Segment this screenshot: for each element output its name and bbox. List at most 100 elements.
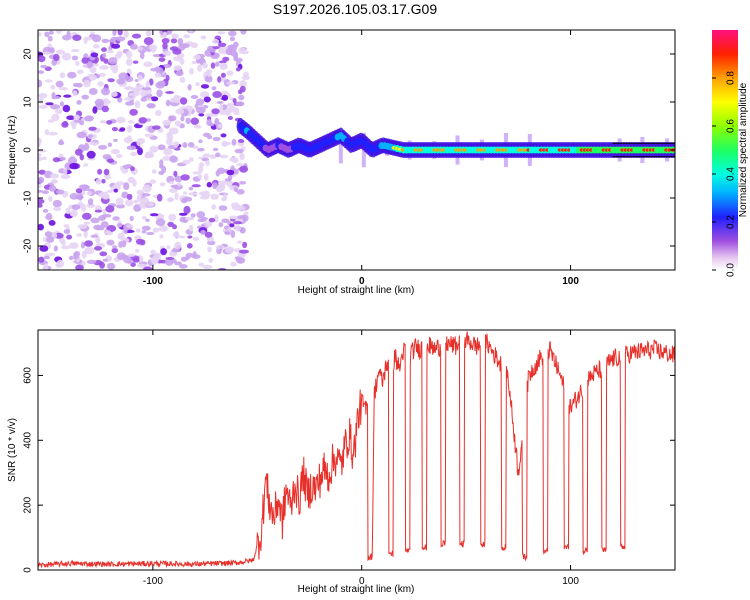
noise-blob [170,184,179,189]
noise-blob [98,144,108,150]
noise-blob [235,101,245,107]
noise-blob [182,142,188,148]
noise-blob [125,86,132,91]
noise-blob [38,79,43,88]
noise-blob [126,125,133,133]
noise-blob [39,245,49,252]
figure-title: S197.2026.105.03.17.G09 [273,1,437,17]
colorbar-ticks: 0.0 0.2 0.4 0.6 0.8 [712,71,737,277]
noise-blob [148,78,154,86]
noise-blob [172,48,182,55]
noise-blob [238,94,245,101]
noise-blob [53,53,60,62]
noise-blob [145,30,152,37]
snr-ticks: -100 0 100 0 200 400 600 [23,330,675,587]
noise-blob [143,266,153,270]
noise-blob [238,47,246,54]
noise-blob [188,186,194,191]
noise-blob [55,30,62,34]
noise-blob [158,57,166,62]
noise-blob [231,158,239,164]
noise-blob [115,36,126,42]
y-tick-label: 200 [23,496,34,513]
noise-blob [188,192,198,196]
noise-blob [55,189,65,195]
noise-blob [73,251,80,260]
noise-blob [60,245,71,250]
noise-blob [73,114,80,121]
noise-blob [99,65,109,70]
noise-blob [143,61,153,68]
noise-blob [206,119,213,126]
noise-blob [59,156,66,161]
noise-blob [145,80,150,89]
noise-blob [174,241,182,250]
noise-blob [133,199,139,204]
noise-blob [200,91,210,98]
noise-blob [169,155,178,163]
noise-blob [83,142,90,151]
colorbar-tick-label: 0.0 [726,263,737,277]
noise-blob [172,231,180,238]
spectral-smear [338,136,343,164]
noise-blob [44,231,53,238]
noise-blob [108,57,118,65]
noise-blob [166,197,175,202]
noise-blob [38,223,44,231]
noise-blob [125,58,133,66]
noise-blob [112,65,118,74]
noise-blob [243,211,249,216]
noise-blob [90,234,99,238]
noise-blob [126,145,137,151]
noise-blob [124,76,134,83]
noise-blob [82,212,92,220]
noise-blob [221,94,229,101]
noise-blob [239,249,249,254]
noise-blob [188,224,194,232]
noise-blob [188,142,195,148]
noise-blob [96,226,105,231]
noise-blob [219,103,224,112]
noise-blob [43,255,51,260]
noise-blob [141,193,151,197]
noise-blob [133,204,142,212]
noise-blob [143,37,154,46]
noise-blob [215,170,220,177]
noise-blob [243,71,249,78]
noise-blob [165,91,175,94]
noise-blob [113,138,118,142]
noise-blob [112,30,117,36]
noise-blob [116,78,126,85]
noise-blob [63,224,70,228]
noise-blob [68,242,79,249]
noise-blob [163,147,173,156]
noise-blob [125,199,134,207]
noise-blob [183,34,191,39]
noise-blob [180,174,190,181]
noise-blob [68,255,74,261]
noise-blob [116,50,123,57]
noise-blob [83,163,89,167]
noise-blob [179,264,188,269]
noise-blob [103,58,109,64]
noise-blob [90,217,100,224]
noise-blob [102,154,112,160]
noise-blob [190,117,199,125]
noise-blob [233,187,239,193]
noise-blob [235,67,241,72]
noise-blob [132,179,137,187]
noise-blob [204,221,213,228]
y-tick-label: 600 [23,367,34,384]
noise-blob [50,85,56,90]
y-tick-label: 10 [23,96,34,108]
noise-blob [167,221,175,227]
noise-blob [38,176,45,184]
noise-blob [110,91,118,97]
noise-blob [38,32,42,37]
noise-blob [137,75,143,81]
noise-blob [177,182,182,187]
noise-blob [86,191,93,196]
noise-blob [50,104,60,110]
